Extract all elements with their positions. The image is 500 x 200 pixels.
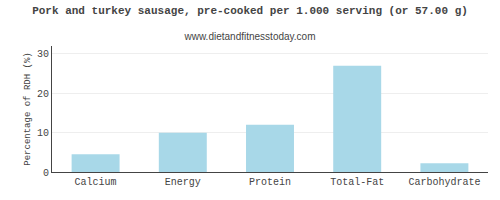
svg-text:Carbohydrate: Carbohydrate — [408, 177, 480, 188]
svg-text:Energy: Energy — [165, 177, 201, 188]
svg-text:Pork and turkey sausage, pre-c: Pork and turkey sausage, pre-cooked per … — [32, 5, 468, 17]
svg-text:10: 10 — [37, 128, 49, 139]
svg-text:20: 20 — [37, 89, 49, 100]
svg-text:0: 0 — [43, 168, 49, 179]
svg-text:Protein: Protein — [249, 177, 291, 188]
svg-text:www.dietandfitnesstoday.com: www.dietandfitnesstoday.com — [184, 31, 316, 42]
svg-text:Total-Fat: Total-Fat — [330, 177, 384, 188]
svg-text:Calcium: Calcium — [75, 177, 117, 188]
svg-text:Percentage of RDH (%): Percentage of RDH (%) — [23, 52, 33, 165]
svg-text:30: 30 — [37, 49, 49, 60]
